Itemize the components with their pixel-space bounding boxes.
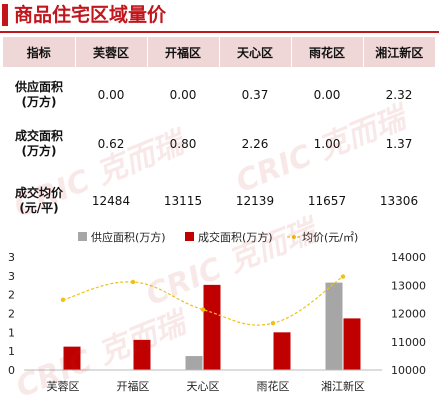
y-left-tick-label: 1 — [8, 345, 15, 358]
title-bar: 商品住宅区域量价 — [0, 0, 439, 34]
bar-transaction — [273, 332, 291, 370]
y-right-tick-label: 10000 — [391, 364, 426, 377]
y-left-tick-label: 1 — [8, 326, 15, 339]
x-tick-label: 湘江新区 — [321, 379, 365, 393]
legend-swatch — [185, 232, 194, 241]
page-title: 商品住宅区域量价 — [14, 4, 167, 26]
title-divider — [0, 31, 439, 33]
legend-label: 成交面积(万方) — [198, 230, 273, 244]
price-line — [62, 276, 344, 326]
bar-transaction — [63, 346, 81, 370]
x-tick-label: 开福区 — [117, 379, 150, 393]
bar-transaction — [203, 284, 221, 370]
table-header-district: 芙蓉区 — [75, 37, 148, 67]
table-cell: 0.00 — [97, 87, 125, 102]
legend-swatch — [78, 232, 87, 241]
table-cell: 0.62 — [97, 137, 125, 151]
table-header-row: 指标 芙蓉区 开福区 天心区 雨花区 湘江新区 — [3, 37, 435, 67]
y-left-tick-label: 2 — [8, 289, 15, 302]
table-header-district: 开福区 — [147, 37, 220, 67]
bar-supply — [325, 282, 343, 370]
row-label: 成交均价 (元/平) — [14, 186, 63, 215]
x-tick-label: 芙蓉区 — [47, 379, 80, 393]
table-header-district: 湘江新区 — [363, 37, 435, 67]
row-label: 供应面积 (万方) — [14, 79, 63, 109]
table-row: 供应面积 (万方) 0.00 0.00 0.37 0.00 2.32 — [3, 67, 435, 122]
legend-marker — [292, 235, 296, 239]
table-cell: 2.32 — [385, 87, 413, 102]
price-point — [130, 279, 136, 285]
y-left-tick-label: 0 — [8, 364, 15, 377]
data-table: 指标 芙蓉区 开福区 天心区 雨花区 湘江新区供应面积 (万方) 0.00 0.00 0.37 0.… — [3, 37, 435, 236]
table-cell: 0.00 — [169, 87, 197, 102]
y-left-tick-label: 2 — [8, 308, 15, 321]
bar-transaction — [343, 318, 361, 370]
row-label: 成交面积 (万方) — [14, 129, 63, 158]
price-point — [270, 320, 276, 326]
table-header-district: 天心区 — [219, 37, 292, 67]
table-cell: 0.80 — [169, 137, 197, 151]
y-right-tick-label: 13000 — [391, 279, 426, 292]
y-right-tick-label: 14000 — [391, 251, 426, 264]
bar-supply — [185, 356, 203, 370]
table-cell: 13115 — [163, 194, 203, 208]
table-row: 成交面积 (万方) 0.62 0.80 2.26 1.00 1.37 — [3, 122, 435, 166]
table-cell: 1.00 — [313, 137, 341, 151]
price-point — [200, 307, 206, 312]
legend-label: 均价(元/㎡) — [302, 231, 358, 244]
table-header-indicator: 指标 — [3, 37, 76, 67]
table-cell: 12139 — [235, 194, 275, 208]
bar-transaction — [133, 339, 151, 370]
y-right-tick-label: 12000 — [391, 308, 426, 321]
legend-label: 供应面积(万方) — [91, 230, 166, 244]
y-left-tick-label: 3 — [8, 270, 15, 283]
table-header-district: 雨花区 — [291, 37, 364, 67]
table-cell: 0.37 — [241, 87, 269, 102]
y-right-tick-label: 11000 — [391, 336, 426, 349]
price-point — [60, 297, 66, 303]
table-cell: 1.37 — [385, 137, 413, 151]
title-accent-bar — [2, 4, 8, 26]
x-tick-label: 天心区 — [187, 380, 220, 393]
table-cell: 13306 — [379, 194, 419, 208]
price-point — [340, 274, 346, 279]
x-tick-label: 雨花区 — [257, 380, 290, 393]
table-cell: 11657 — [307, 194, 347, 208]
table-row: 成交均价 (元/平) 12484 13115 12139 11657 13306 — [3, 166, 435, 236]
table-cell: 12484 — [91, 194, 131, 208]
table-cell: 0.00 — [313, 87, 341, 102]
price-volume-chart: 供应面积(万方) 成交面积(万方) 均价(元/㎡) 0 1 1 2 2 3 3 10000 11000… — [8, 230, 426, 393]
y-left-tick-label: 3 — [8, 251, 15, 264]
table-cell: 2.26 — [241, 137, 269, 151]
